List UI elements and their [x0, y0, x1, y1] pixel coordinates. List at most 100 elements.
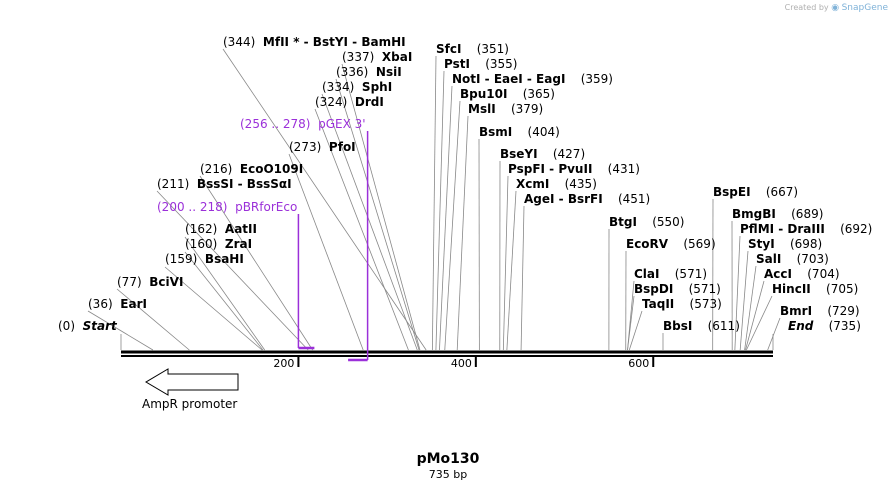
site-label: PspFI - PvuII (431)	[508, 162, 640, 176]
site-name: NsiI	[375, 65, 402, 79]
site-label: SfcI (351)	[436, 42, 509, 56]
site-label: BtgI (550)	[609, 215, 684, 229]
site-position: (273)	[289, 140, 322, 154]
site-position: (365)	[522, 87, 555, 101]
credit-brand: SnapGene	[841, 3, 888, 13]
site-name: Bpu10I	[460, 87, 508, 101]
site-name: BsmI	[479, 125, 513, 139]
site-name: BtgI	[609, 215, 637, 229]
site-position: (550)	[652, 215, 685, 229]
site-position: (359)	[580, 72, 613, 86]
site-connector-line	[288, 153, 364, 351]
site-name: BseYI	[500, 147, 538, 161]
plasmid-size: 735 bp	[428, 468, 468, 481]
site-position: (611)	[707, 319, 740, 333]
site-position: (344)	[223, 35, 256, 49]
site-connector-line	[502, 175, 509, 351]
site-position: (569)	[683, 237, 716, 251]
site-position: (324)	[315, 95, 348, 109]
primer-name: pGEX 3'	[318, 117, 366, 131]
site-name: BspEI	[713, 185, 751, 199]
promoter-label: AmpR promoter	[142, 397, 238, 411]
site-connector-line	[745, 280, 765, 351]
site-name: AccI	[764, 267, 792, 281]
site-connector-line	[734, 235, 741, 351]
site-label: HincII (705)	[772, 282, 858, 296]
site-connector-line	[520, 205, 525, 351]
site-label: (324) DrdI	[315, 95, 384, 109]
site-label: SalI (703)	[756, 252, 829, 266]
site-name: ZraI	[224, 237, 253, 251]
site-name: BmrI	[780, 304, 813, 318]
site-position: (216)	[200, 162, 233, 176]
site-name: PflMI - DraIII	[740, 222, 825, 236]
plasmid-name: pMo130	[416, 451, 480, 467]
site-position: (379)	[510, 102, 544, 116]
site-label: PstI (355)	[444, 57, 517, 71]
site-connector-line	[628, 310, 643, 351]
site-name: AatII	[224, 222, 257, 236]
site-position: (160)	[185, 237, 218, 251]
site-label: (77) BciVI	[117, 275, 183, 289]
site-name: BciVI	[149, 275, 184, 289]
site-name: AgeI - BsrFI	[524, 192, 603, 206]
site-name: BmgBI	[732, 207, 776, 221]
site-label: (273) PfoI	[289, 140, 356, 154]
site-connector-line	[184, 236, 266, 351]
site-position: (703)	[796, 252, 829, 266]
site-connector-line	[164, 266, 263, 351]
site-label: PflMI - DraIII (692)	[740, 222, 872, 236]
site-connector-line	[739, 250, 749, 351]
site-label: XcmI (435)	[516, 177, 597, 191]
site-label: BmgBI (689)	[732, 207, 823, 221]
site-connector-line	[746, 295, 773, 351]
site-name: EcoRV	[626, 237, 669, 251]
site-name: BssSI - BssSαI	[196, 177, 292, 191]
site-position: (571)	[674, 267, 708, 281]
site-connector-line	[627, 295, 635, 351]
site-position: (336)	[336, 65, 369, 79]
primer-label: (256 .. 278) pGEX 3'	[240, 117, 366, 131]
site-name: End	[788, 319, 814, 333]
site-position: (0)	[58, 319, 75, 333]
site-position: (159)	[165, 252, 198, 266]
site-name: HincII	[772, 282, 811, 296]
site-name: MfII * - BstYI - BamHI	[262, 35, 406, 49]
site-label: End (735)	[788, 319, 861, 333]
site-connector-line	[439, 85, 453, 351]
site-label: BspEI (667)	[713, 185, 798, 199]
site-name: XbaI	[381, 50, 413, 64]
site-label: Bpu10I (365)	[460, 87, 555, 101]
site-label: BsmI (404)	[479, 125, 560, 139]
credit-prefix: Created by	[784, 3, 829, 12]
site-name: SalI	[756, 252, 782, 266]
site-position: (735)	[828, 319, 861, 333]
site-connector-line	[116, 288, 190, 351]
site-name: MslI	[468, 102, 496, 116]
site-label: (334) SphI	[322, 80, 392, 94]
site-position: (729)	[827, 304, 860, 318]
site-connector-line	[199, 175, 313, 351]
site-connector-line	[506, 190, 517, 351]
primer-name: pBRforEco	[235, 200, 298, 214]
site-connector-line	[87, 310, 154, 351]
site-position: (162)	[185, 222, 218, 236]
site-label: AccI (704)	[764, 267, 840, 281]
site-position: (704)	[807, 267, 840, 281]
site-label: (162) AatII	[185, 222, 257, 236]
site-connector-line	[767, 317, 781, 351]
site-label: StyI (698)	[748, 237, 822, 251]
site-position: (451)	[617, 192, 651, 206]
site-position: (337)	[342, 50, 375, 64]
site-connector-line	[435, 70, 445, 351]
site-position: (351)	[476, 42, 509, 56]
site-connector-line	[341, 63, 421, 351]
site-label: (337) XbaI	[342, 50, 412, 64]
site-connector-line	[156, 190, 309, 351]
site-position: (431)	[607, 162, 640, 176]
site-label: (211) BssSI - BssSαI	[157, 177, 292, 191]
site-label: ClaI (571)	[634, 267, 707, 281]
site-connector-line	[335, 78, 420, 351]
site-label: AgeI - BsrFI (451)	[524, 192, 650, 206]
site-position: (334)	[322, 80, 355, 94]
